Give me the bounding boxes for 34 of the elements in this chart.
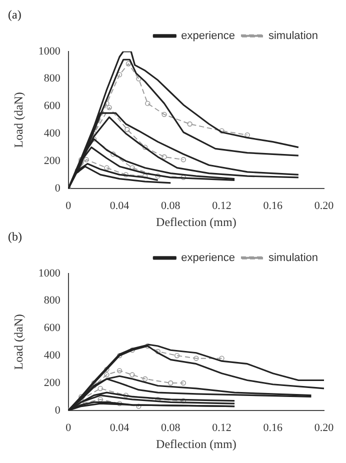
y-tick-label: 200 <box>44 154 61 167</box>
x-tick-label: 0.04 <box>110 422 130 434</box>
y-axis-title: Load (daN) <box>11 314 26 370</box>
x-tick-label: 0.16 <box>263 422 284 434</box>
legend-label: experience <box>181 30 235 42</box>
y-tick-label: 400 <box>44 349 61 362</box>
chart-title: (a) <box>8 7 22 22</box>
y-tick-label: 800 <box>44 294 61 307</box>
y-axis-title: Load (daN) <box>11 92 26 148</box>
x-tick-label: 0.20 <box>314 422 334 434</box>
y-tick-label: 600 <box>44 322 61 334</box>
legend-label: simulation <box>268 30 318 42</box>
x-tick-label: 0.08 <box>161 422 181 434</box>
y-tick-label: 0 <box>54 404 61 416</box>
legend-label: experience <box>181 252 235 264</box>
x-tick-label: 0.12 <box>212 200 232 212</box>
x-tick-label: 0.16 <box>263 200 284 212</box>
y-tick-label: 400 <box>44 127 61 140</box>
y-tick-label: 1000 <box>38 45 61 58</box>
x-tick-label: 0.12 <box>212 422 232 434</box>
x-tick-label: 0.04 <box>110 200 130 212</box>
x-axis-title: Deflection (mm) <box>156 436 236 451</box>
x-tick-label: 0.20 <box>314 200 334 212</box>
chart-title: (b) <box>8 229 22 244</box>
y-tick-label: 1000 <box>38 267 61 280</box>
x-axis-title: Deflection (mm) <box>156 214 236 229</box>
x-tick-label: 0 <box>66 422 72 434</box>
x-tick-label: 0 <box>66 200 72 212</box>
x-tick-label: 0.08 <box>161 200 181 212</box>
legend-label: simulation <box>268 252 318 264</box>
y-tick-label: 200 <box>44 376 61 389</box>
y-tick-label: 0 <box>54 182 61 194</box>
y-tick-label: 600 <box>44 100 61 112</box>
y-tick-label: 800 <box>44 72 61 85</box>
